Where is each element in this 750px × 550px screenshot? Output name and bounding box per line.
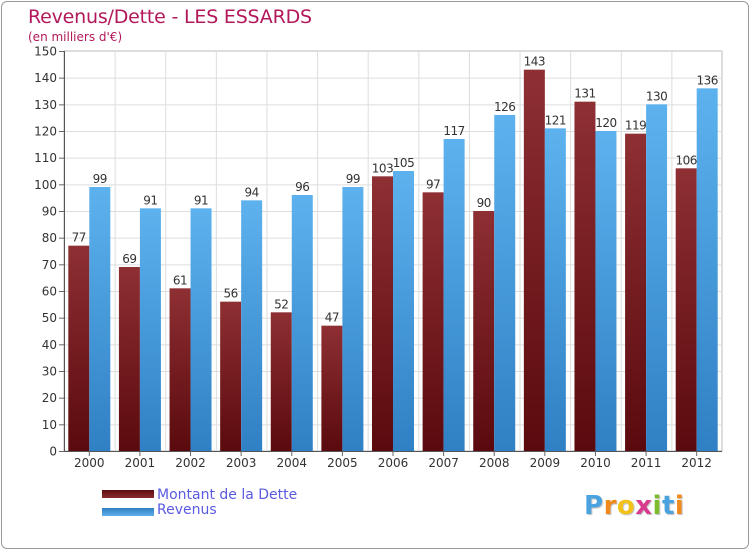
x-tick-label: 2009: [530, 456, 561, 470]
y-tick-label: 60: [42, 285, 57, 299]
bar-dette: [422, 192, 444, 452]
bar-chart: 77 99 69 91 61 91 56 94 52 96 47 99 103 105 97 117 90 126…: [34, 45, 723, 470]
bar-revenus: [544, 128, 566, 451]
x-tick-label: 2003: [226, 456, 257, 470]
x-tick-label: 2000: [74, 456, 105, 470]
x-tick-label: 2012: [681, 456, 712, 470]
x-tick-label: 2006: [378, 456, 409, 470]
data-label-revenus: 117: [443, 124, 464, 138]
data-label-revenus: 96: [295, 180, 309, 194]
logo-letter: i: [652, 491, 662, 521]
data-label-dette: 61: [173, 273, 187, 287]
bar-dette: [675, 168, 697, 452]
data-label-dette: 106: [675, 153, 696, 167]
data-label-dette: 131: [574, 87, 595, 101]
x-tick-label: 2011: [631, 456, 662, 470]
data-label-dette: 97: [426, 177, 440, 191]
y-tick-label: 90: [42, 205, 57, 219]
data-label-dette: 143: [524, 55, 545, 69]
y-tick-label: 20: [42, 391, 57, 405]
data-label-revenus: 91: [194, 193, 208, 207]
legend-swatch-revenus: [102, 508, 154, 516]
logo-letter: x: [635, 491, 653, 521]
bar-dette: [372, 176, 393, 452]
data-label-revenus: 91: [143, 193, 157, 207]
bar-dette: [169, 288, 191, 451]
bar-revenus: [139, 208, 161, 451]
data-label-revenus: 136: [696, 73, 717, 87]
bar-revenus: [241, 200, 263, 451]
chart-subtitle: (en milliers d'€): [28, 30, 123, 44]
y-tick-label: 130: [34, 98, 57, 112]
data-label-dette: 90: [477, 196, 491, 210]
data-label-dette: 119: [625, 119, 646, 133]
logo-letter: i: [674, 491, 685, 521]
logo-letter: r: [603, 491, 617, 521]
x-tick-label: 2010: [580, 456, 611, 470]
proxiti-logo: Proxiti: [584, 491, 684, 521]
bar-dette: [473, 211, 495, 451]
bar-dette: [321, 325, 343, 451]
data-label-revenus: 126: [494, 100, 515, 114]
y-tick-label: 70: [42, 258, 57, 272]
y-tick-label: 150: [34, 45, 57, 59]
bar-revenus: [595, 131, 617, 451]
bar-dette: [270, 312, 292, 451]
bar-revenus: [494, 115, 516, 451]
bar-revenus: [443, 139, 465, 451]
y-tick-label: 140: [34, 71, 57, 85]
data-label-revenus: 120: [595, 116, 616, 130]
bar-dette: [68, 245, 90, 451]
x-tick-label: 2008: [479, 456, 510, 470]
x-tick-label: 2007: [428, 456, 459, 470]
logo-letter: P: [584, 491, 604, 521]
x-tick-label: 2004: [276, 456, 307, 470]
data-label-revenus: 94: [245, 185, 259, 199]
data-label-revenus: 99: [93, 172, 107, 186]
y-tick-label: 0: [49, 445, 57, 459]
data-label-dette: 47: [325, 311, 339, 325]
bar-dette: [220, 301, 242, 451]
y-tick-label: 50: [42, 311, 57, 325]
bar-dette: [118, 267, 140, 451]
bar-revenus: [190, 208, 212, 451]
y-tick-label: 110: [34, 151, 57, 165]
data-label-revenus: 121: [545, 113, 566, 127]
legend-swatch-debt: [102, 490, 154, 498]
bar-revenus: [696, 88, 718, 451]
data-label-dette: 69: [122, 252, 136, 266]
legend-label-debt: Montant de la Dette: [157, 487, 298, 503]
y-tick-label: 40: [42, 338, 57, 352]
x-tick-label: 2005: [327, 456, 358, 470]
y-tick-label: 100: [34, 178, 57, 192]
data-label-dette: 103: [372, 161, 393, 175]
data-label-revenus: 130: [646, 89, 667, 103]
y-tick-label: 10: [42, 418, 57, 432]
bar-dette: [574, 101, 596, 452]
y-tick-label: 80: [42, 231, 57, 245]
data-label-dette: 77: [72, 231, 86, 245]
bar-revenus: [342, 187, 364, 451]
data-label-dette: 52: [274, 297, 288, 311]
bar-dette: [523, 69, 545, 452]
y-tick-label: 120: [34, 125, 57, 139]
bar-revenus: [646, 104, 668, 451]
legend-label-revenus: Revenus: [157, 502, 217, 518]
logo-letter: t: [661, 491, 675, 521]
x-tick-label: 2001: [125, 456, 156, 470]
logo-letter: o: [616, 491, 636, 521]
y-tick-label: 30: [42, 365, 57, 379]
bar-revenus: [89, 187, 111, 451]
x-tick-label: 2002: [175, 456, 206, 470]
chart-title: Revenus/Dette - LES ESSARDS: [28, 6, 312, 28]
data-label-revenus: 105: [393, 156, 414, 170]
bar-revenus: [393, 171, 414, 451]
bar-dette: [625, 133, 647, 451]
data-label-revenus: 99: [346, 172, 360, 186]
bar-revenus: [291, 195, 313, 451]
data-label-dette: 56: [224, 287, 238, 301]
